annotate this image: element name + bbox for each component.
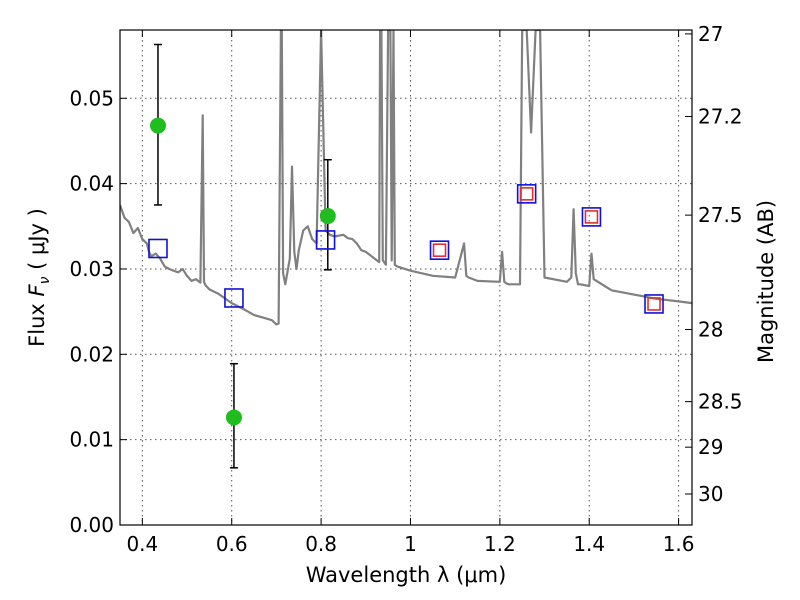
y2-axis-label: Magnitude (AB) <box>754 200 778 363</box>
y-tick-label: 0.00 <box>69 513 114 537</box>
y-tick-label: 0.04 <box>69 172 114 196</box>
series-layer <box>120 30 692 469</box>
x-tick-label: 0.8 <box>305 532 337 556</box>
observed-point <box>149 117 166 134</box>
x-tick-label: 1 <box>404 532 417 556</box>
tick-labels: 0.4 0.6 0.8 1 1.2 1.4 1.6 0.00 0.01 0.02 0.03 0.04 0… <box>69 22 742 556</box>
x-tick-label: 1.6 <box>663 532 695 556</box>
observed-point <box>225 409 242 426</box>
model-photometry-square <box>224 288 244 308</box>
model-photometry-square <box>148 238 168 259</box>
y-tick-label: 0.01 <box>69 428 114 452</box>
y-axis-label-symbol: F <box>25 284 49 297</box>
template-photometry-square <box>519 187 534 201</box>
y-tick-label: 0.05 <box>69 86 114 110</box>
template-photometry-square <box>584 210 599 224</box>
model-spectrum-line <box>120 30 692 326</box>
y-tick-label: 0.02 <box>69 342 114 366</box>
model-photometry-square <box>429 240 450 260</box>
plot-frame <box>119 29 693 526</box>
y2-tick-label: 27 <box>698 22 723 46</box>
y2-tick-label: 29 <box>698 435 723 459</box>
x-axis-label: Wavelength λ (μm) <box>306 563 507 587</box>
model-photometry-square <box>581 207 602 227</box>
model-photometry-square <box>644 294 664 314</box>
grid <box>120 30 692 526</box>
y-tick-label: 0.03 <box>69 257 114 281</box>
model-photometry-square <box>516 184 537 204</box>
ticks <box>120 30 692 526</box>
x-tick-label: 0.4 <box>126 532 158 556</box>
y2-tick-label: 30 <box>698 482 723 506</box>
y-axis-label: Flux Fν ( μJy ) <box>25 208 53 347</box>
y-axis-label-prefix: Flux <box>25 297 49 347</box>
x-tick-label: 1.4 <box>573 532 605 556</box>
template-photometry-square <box>647 297 661 311</box>
y2-tick-label: 27.5 <box>698 203 743 227</box>
y2-tick-label: 27.2 <box>698 105 743 129</box>
observed-point <box>319 208 336 225</box>
x-tick-label: 0.6 <box>216 532 248 556</box>
model-photometry-square <box>315 230 336 250</box>
x-tick-label: 1.2 <box>484 532 516 556</box>
y2-tick-label: 28.5 <box>698 390 743 414</box>
y2-tick-label: 28 <box>698 317 723 341</box>
y-axis-label-subscript: ν <box>37 276 53 284</box>
y-axis-label-unit: ( μJy ) <box>25 208 49 276</box>
template-photometry-square <box>432 243 447 257</box>
